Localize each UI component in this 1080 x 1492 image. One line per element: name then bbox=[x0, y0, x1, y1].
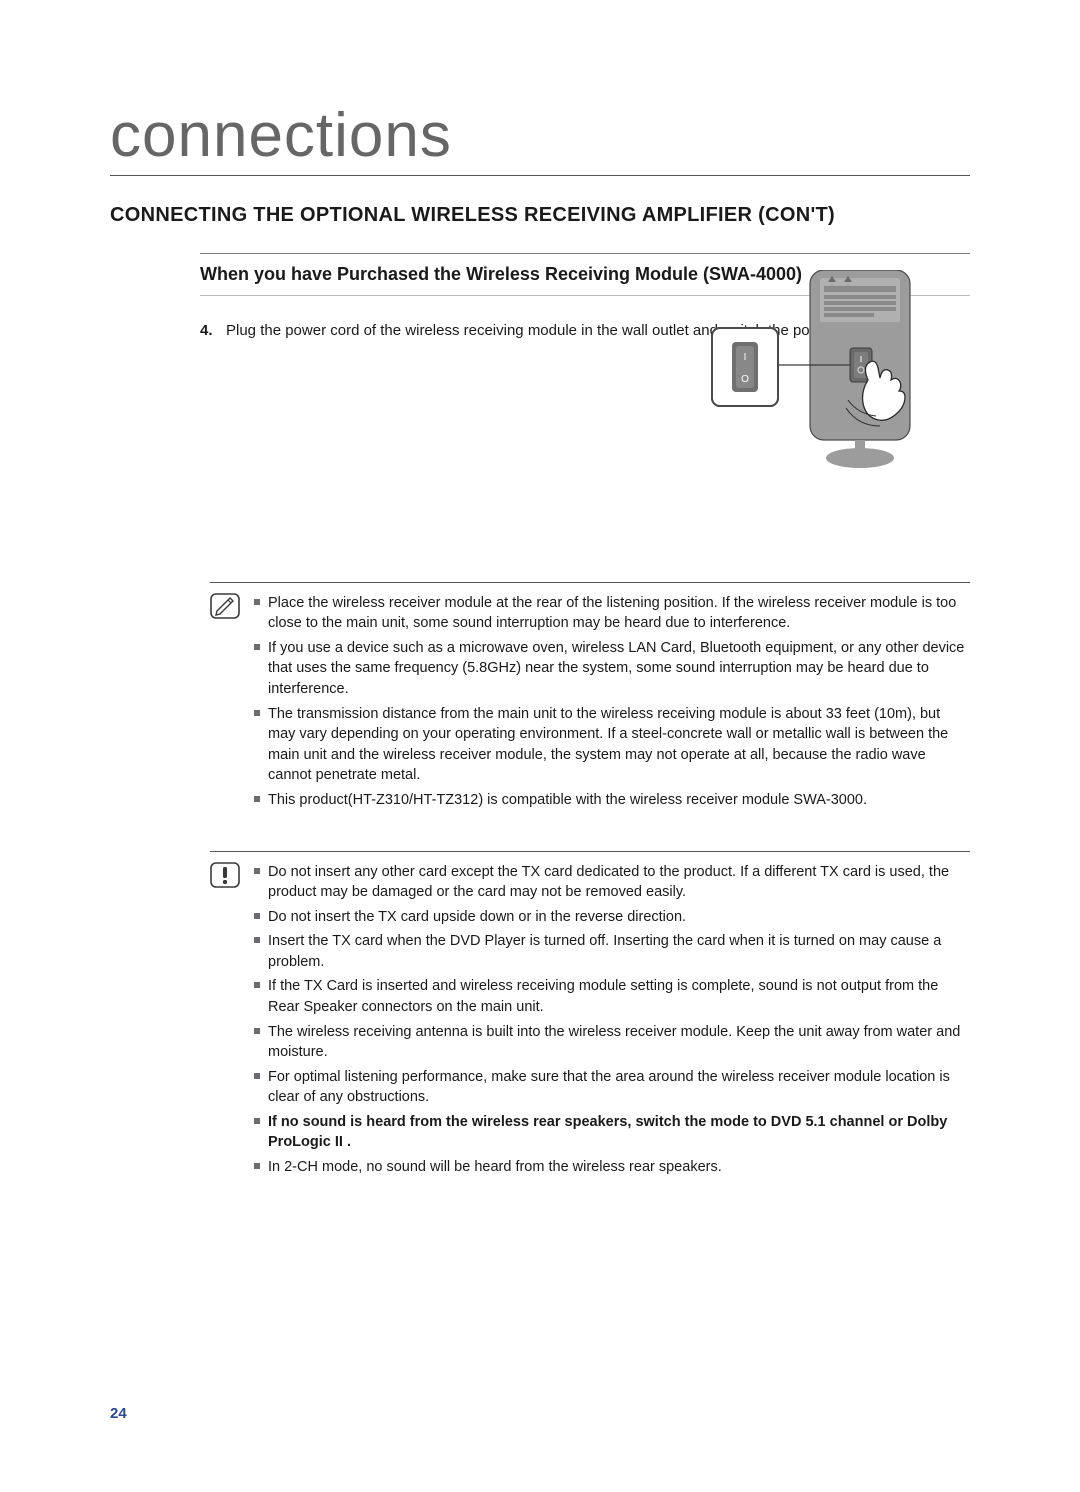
note-item: For optimal listening performance, make … bbox=[254, 1067, 970, 1108]
section-heading: CONNECTING THE OPTIONAL WIRELESS RECEIVI… bbox=[110, 204, 970, 227]
note-item: Place the wireless receiver module at th… bbox=[254, 593, 970, 634]
title-underline: connections bbox=[110, 100, 970, 176]
page-title: connections bbox=[110, 100, 970, 171]
svg-text:I: I bbox=[744, 352, 747, 363]
note-block-info: Place the wireless receiver module at th… bbox=[210, 582, 970, 815]
note-block-warning: Do not insert any other card except the … bbox=[210, 851, 970, 1182]
step-number: 4. bbox=[200, 320, 218, 342]
note-item: In 2-CH mode, no sound will be heard fro… bbox=[254, 1157, 970, 1178]
page-number: 24 bbox=[110, 1405, 127, 1422]
note-item: If the TX Card is inserted and wireless … bbox=[254, 976, 970, 1017]
manual-page: connections CONNECTING THE OPTIONAL WIRE… bbox=[0, 0, 1080, 1492]
note-list-info: Place the wireless receiver module at th… bbox=[254, 593, 970, 815]
figure-wireless-module: I O bbox=[700, 270, 930, 470]
note-item: The wireless receiving antenna is built … bbox=[254, 1022, 970, 1063]
note-list-warning: Do not insert any other card except the … bbox=[254, 862, 970, 1182]
note-item: Do not insert any other card except the … bbox=[254, 862, 970, 903]
note-item: Do not insert the TX card upside down or… bbox=[254, 907, 970, 928]
note-item: Insert the TX card when the DVD Player i… bbox=[254, 931, 970, 972]
note-icon-pencil bbox=[210, 593, 240, 619]
note-item: The transmission distance from the main … bbox=[254, 704, 970, 786]
note-icon-exclaim bbox=[210, 862, 240, 888]
svg-text:O: O bbox=[741, 374, 749, 385]
note-item: This product(HT-Z310/HT-TZ312) is compat… bbox=[254, 790, 970, 811]
note-item: If no sound is heard from the wireless r… bbox=[254, 1112, 970, 1153]
note-item: If you use a device such as a microwave … bbox=[254, 638, 970, 700]
